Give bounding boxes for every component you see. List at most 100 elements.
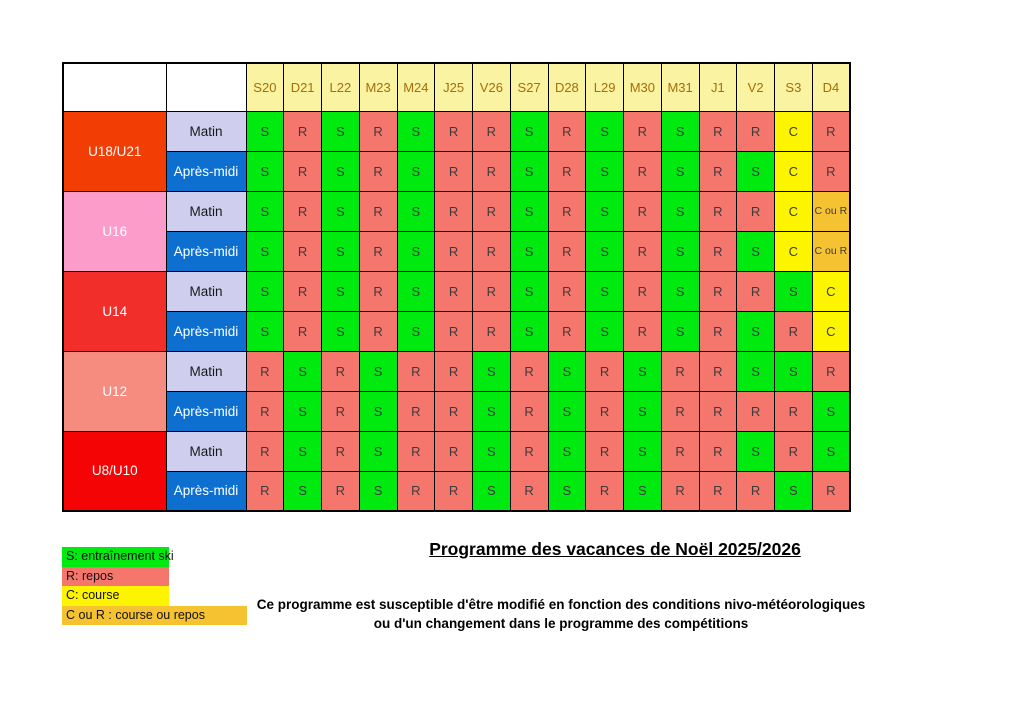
date-header: L29: [585, 62, 624, 112]
schedule-cell: R: [472, 110, 511, 152]
schedule-cell: R: [472, 150, 511, 192]
schedule-cell: S: [736, 310, 775, 352]
schedule-cell: R: [283, 310, 322, 352]
schedule-cell: R: [434, 190, 473, 232]
schedule-cell: R: [660, 350, 700, 392]
schedule-cell: R: [321, 390, 360, 432]
schedule-cell: R: [698, 150, 738, 192]
schedule-cell: S: [245, 150, 285, 192]
schedule-cell: S: [321, 110, 360, 152]
schedule-cell: S: [774, 270, 813, 312]
schedule-cell: R: [245, 470, 285, 512]
schedule-cell: R: [434, 270, 473, 312]
schedule-cell: R: [434, 390, 473, 432]
schedule-cell: R: [434, 470, 473, 512]
schedule-cell: R: [811, 110, 851, 152]
schedule-cell: R: [245, 430, 285, 472]
schedule-cell: S: [547, 430, 587, 472]
schedule-cell: S: [245, 310, 285, 352]
schedule-cell: S: [358, 350, 398, 392]
schedule-cell: R: [434, 150, 473, 192]
schedule-cell: S: [509, 150, 549, 192]
schedule-cell: R: [736, 110, 775, 152]
legend: S: entraînement ski R: repos C: course C ou…: [62, 547, 247, 625]
schedule-cell: S: [509, 110, 549, 152]
schedule-cell: S: [660, 310, 700, 352]
schedule-cell: S: [283, 390, 322, 432]
schedule-cell: C: [774, 110, 813, 152]
schedule-cell: C: [774, 150, 813, 192]
schedule-cell: R: [472, 230, 511, 272]
corner-cell-period: [165, 62, 247, 112]
schedule-cell: S: [358, 430, 398, 472]
schedule-cell: S: [585, 150, 624, 192]
schedule-cell: S: [736, 150, 775, 192]
schedule-cell: R: [698, 390, 738, 432]
period-label: Après-midi: [165, 390, 247, 432]
schedule-cell: R: [321, 430, 360, 472]
schedule-cell: R: [811, 150, 851, 192]
schedule-cell: R: [774, 310, 813, 352]
page-title: Programme des vacances de Noël 2025/2026: [429, 539, 801, 559]
schedule-cell: R: [585, 390, 624, 432]
schedule-cell: S: [660, 270, 700, 312]
schedule-cell: R: [472, 270, 511, 312]
schedule-cell: C: [774, 190, 813, 232]
schedule-cell: S: [358, 470, 398, 512]
schedule-cell: R: [245, 350, 285, 392]
schedule-cell: S: [396, 270, 436, 312]
group-label: U14: [62, 270, 167, 352]
schedule-cell: R: [472, 310, 511, 352]
schedule-cell: R: [547, 190, 587, 232]
schedule-cell: S: [472, 430, 511, 472]
schedule-cell: R: [472, 190, 511, 232]
schedule-cell: S: [321, 150, 360, 192]
table-row: Après-midi S R S R S R R S R S R S R S C C ou R: [63, 230, 851, 272]
schedule-cell: S: [509, 230, 549, 272]
note-line-1: Ce programme est susceptible d'être modi…: [256, 597, 866, 612]
schedule-cell: R: [623, 270, 662, 312]
date-header: S3: [774, 62, 813, 112]
period-label: Matin: [165, 350, 247, 392]
schedule-cell: R: [358, 310, 398, 352]
date-header: S20: [245, 62, 285, 112]
period-label: Matin: [165, 430, 247, 472]
schedule-cell: S: [547, 470, 587, 512]
date-header: V26: [472, 62, 511, 112]
legend-item: C: course: [62, 586, 169, 606]
schedule-cell: R: [660, 390, 700, 432]
schedule-cell: R: [283, 110, 322, 152]
schedule-cell: R: [396, 430, 436, 472]
date-header: D4: [811, 62, 851, 112]
schedule-cell: R: [547, 110, 587, 152]
corner-cell-group: [62, 62, 167, 112]
table-row: Après-midi S R S R S R R S R S R S R S C R: [63, 150, 851, 192]
schedule-cell: S: [811, 390, 851, 432]
schedule-cell: R: [660, 430, 700, 472]
legend-item: S: entraînement ski: [62, 547, 174, 567]
table-row: U16 Matin S R S R S R R S R S R S R R C C ou R: [62, 190, 851, 272]
schedule-cell: S: [660, 230, 700, 272]
period-label: Matin: [165, 110, 247, 152]
schedule-cell: S: [774, 350, 813, 392]
schedule-cell: R: [434, 350, 473, 392]
period-label: Après-midi: [165, 230, 247, 272]
note-text: Ce programme est susceptible d'être modi…: [226, 595, 896, 633]
header-row: S20 D21 L22 M23 M24 J25 V26 S27 D28 L29 M30 M31 J1 V2…: [62, 62, 851, 112]
schedule-cell: R: [358, 190, 398, 232]
schedule-cell: R: [736, 390, 775, 432]
schedule-cell: S: [321, 270, 360, 312]
table-row: Après-midi S R S R S R R S R S R S R S R C: [63, 310, 851, 352]
schedule-cell: S: [509, 310, 549, 352]
table-row: U8/U10 Matin R S R S R R S R S R S R R S R S: [62, 430, 851, 512]
period-label: Après-midi: [165, 310, 247, 352]
schedule-cell: R: [283, 230, 322, 272]
schedule-cell: R: [283, 270, 322, 312]
schedule-cell: R: [698, 270, 738, 312]
schedule-cell: R: [736, 190, 775, 232]
schedule-cell: S: [321, 190, 360, 232]
schedule-cell: C ou R: [811, 230, 851, 272]
schedule-cell: R: [811, 470, 851, 512]
schedule-cell: C: [811, 310, 851, 352]
table-row: U18/U21 Matin S R S R S R R S R S R S R R C R: [62, 110, 851, 192]
